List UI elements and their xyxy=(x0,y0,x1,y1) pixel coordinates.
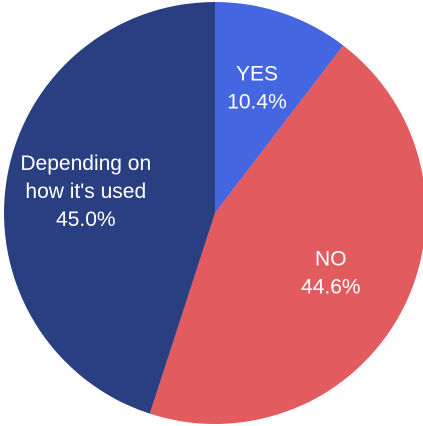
pie-slice xyxy=(215,2,344,213)
slice-value-label: 10.4% xyxy=(227,91,287,114)
pie-slice xyxy=(149,45,423,424)
slice-value-label: 44.6% xyxy=(301,275,361,298)
pie-slice xyxy=(4,2,216,414)
slice-label: NO xyxy=(315,247,347,270)
slice-label: Depending on xyxy=(20,152,151,175)
pie-slices xyxy=(4,2,423,424)
slice-value-label: 45.0% xyxy=(56,208,116,231)
slice-label: how it's used xyxy=(25,180,146,203)
pie-labels: YES 10.4% NO 44.6% Depending on how it's used… xyxy=(20,63,360,299)
slice-label: YES xyxy=(236,63,278,86)
